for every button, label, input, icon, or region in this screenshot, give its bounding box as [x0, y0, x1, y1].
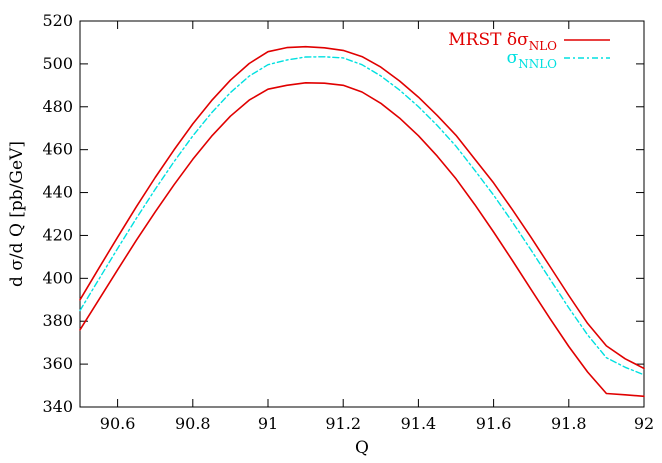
x-axis-label: Q: [355, 438, 369, 458]
series-line-1: [79, 45, 645, 370]
series-layer: [79, 45, 645, 398]
y-axis: 340 360 380 400 420 440 460 480 500 520: [42, 11, 644, 416]
y-tick-label: 520: [42, 11, 73, 30]
y-tick-label: 500: [42, 54, 73, 73]
x-tick-label: 91.4: [401, 414, 437, 433]
y-tick-label: 480: [42, 97, 73, 116]
legend-label-1: MRST δσNLO: [448, 30, 557, 53]
x-tick-label: 92: [634, 414, 654, 433]
y-tick-label: 340: [42, 397, 73, 416]
x-tick-label: 91.6: [476, 414, 512, 433]
legend-label-2: σNNLO: [507, 48, 558, 71]
plot-frame: [79, 20, 645, 408]
x-tick-label: 91: [258, 414, 278, 433]
x-tick-label: 90.8: [175, 414, 211, 433]
y-tick-label: 360: [42, 354, 73, 373]
y-tick-label: 400: [42, 268, 73, 287]
x-tick-label: 90.6: [100, 414, 136, 433]
x-tick-label: 91.8: [551, 414, 587, 433]
y-tick-label: 420: [42, 225, 73, 244]
x-axis: 90.6 90.8 91 91.2 91.4 91.6 91.8 92: [100, 21, 654, 433]
y-axis-label: d σ/d Q [pb/GeV]: [7, 141, 27, 287]
y-tick-label: 380: [42, 311, 73, 330]
y-tick-label: 440: [42, 183, 73, 202]
x-tick-label: 91.2: [325, 414, 361, 433]
y-tick-label: 460: [42, 140, 73, 159]
series-line-3: [79, 56, 645, 376]
series-line-2: [79, 82, 645, 398]
